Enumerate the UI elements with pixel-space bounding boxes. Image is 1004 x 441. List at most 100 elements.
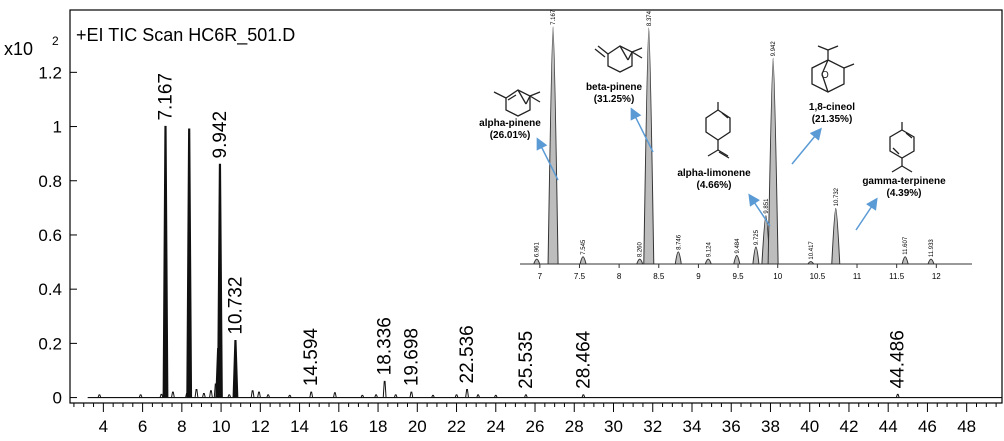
y-tick-label: 0.8 (38, 172, 62, 191)
alpha-pinene-structure-icon (493, 89, 541, 117)
annotation-arrows (536, 107, 878, 231)
trace-peak (194, 388, 199, 398)
inset-x-axis: 7 7.5 8 8.5 9 9.5 10 10.5 11 11.5 12 (538, 264, 941, 281)
inset-x-tick-label: 8 (617, 272, 622, 281)
inset-x-tick-label: 7 (538, 272, 543, 281)
x-tick-label: 48 (957, 417, 976, 436)
x-tick-label: 4 (99, 417, 108, 436)
trace-peak (382, 380, 387, 398)
inset-x-tick-label: 12 (932, 272, 941, 281)
inset-peak (806, 261, 815, 265)
trace-peak (138, 394, 143, 398)
trace-peak (374, 394, 378, 398)
x-tick-label: 36 (722, 417, 741, 436)
peak-labels: 7.167 9.942 10.732 14.594 18.336 19.698 22.536… (155, 73, 908, 389)
x-tick-label: 26 (526, 417, 545, 436)
x-axis: 4 6 8 10 12 14 16 18 20 22 24 26 28 30 32 34 36 38 40 42 44 4… (73, 403, 997, 436)
y-axis: 0 0.2 0.4 0.6 0.8 1 1.2 (38, 63, 77, 408)
inset-peak-label: 8.260 (638, 241, 644, 257)
trace-peak (159, 393, 164, 398)
beta-pinene-percent: (31.25%) (594, 94, 635, 105)
trace-peak (257, 391, 261, 398)
inset-peak-label: 11.607 (903, 236, 909, 255)
inset-peak (704, 258, 712, 265)
cineol-name: 1,8-cineol (809, 102, 855, 113)
x-tick-label: 12 (251, 417, 270, 436)
inset-trace (520, 26, 972, 265)
peak-label: 19.698 (401, 328, 422, 386)
inset-peak (831, 207, 841, 265)
trace-peak (309, 391, 314, 398)
x-tick-label: 20 (408, 417, 427, 436)
chart-title: +EI TIC Scan HC6R_501.D (76, 25, 295, 46)
cineol-arrow (791, 127, 822, 165)
y-tick-label: 1.2 (38, 63, 62, 82)
inset-peak-label: 6.961 (535, 241, 541, 257)
cineol-percent: (21.35%) (812, 114, 853, 125)
y-tick-label: 0.6 (38, 226, 62, 245)
inset-chart: 7 7.5 8 8.5 9 9.5 10 10.5 11 11.5 12 6.961 7.167 7.5… (470, 9, 1000, 292)
trace-peak (409, 391, 414, 398)
x-tick-label: 10 (212, 417, 231, 436)
inset-x-tick-label: 10 (773, 272, 782, 281)
gamma-terpinene-percent: (4.39%) (886, 188, 921, 199)
trace-peak (431, 394, 435, 398)
trace-peak (232, 339, 239, 398)
peak-label: 9.942 (210, 111, 231, 159)
trace-peak (332, 392, 337, 398)
inset-x-tick-label: 11 (853, 272, 862, 281)
y-tick-label: 1 (53, 118, 62, 137)
trace-peak (266, 394, 271, 398)
x-tick-label: 16 (329, 417, 348, 436)
inset-x-tick-label: 10.5 (810, 272, 826, 281)
trace-peak (454, 394, 459, 398)
x-tick-label: 8 (177, 417, 186, 436)
gamma-terpinene-name: gamma-terpinene (862, 176, 946, 187)
y-tick-label: 0.4 (38, 280, 62, 299)
trace-peak (287, 394, 292, 398)
inset-x-tick-label: 9.5 (733, 272, 745, 281)
plot-frame (69, 9, 1003, 404)
inset-x-tick-label: 9 (696, 272, 701, 281)
inset-peak-label: 7.545 (581, 239, 587, 255)
inset-peak (547, 26, 559, 265)
x-tick-label: 46 (918, 417, 937, 436)
inset-x-tick-label: 11.5 (889, 272, 905, 281)
beta-pinene-name: beta-pinene (586, 82, 643, 93)
trace-peak (186, 128, 193, 398)
main-trace (87, 125, 1002, 399)
inset-peak-label: 10.417 (809, 241, 815, 260)
x-tick-label: 40 (800, 417, 819, 436)
trace-peak (524, 394, 528, 398)
inset-peak (767, 57, 779, 265)
alpha-limonene-name: alpha-limonene (677, 168, 751, 179)
peak-label: 7.167 (155, 73, 176, 121)
x-tick-label: 38 (761, 417, 780, 436)
alpha-pinene-arrow (536, 137, 559, 181)
trace-peak (393, 394, 398, 398)
trace-peak (162, 125, 169, 398)
inset-peak-label: 10.732 (834, 187, 840, 206)
inset-peak (579, 256, 587, 265)
trace-peak (171, 391, 175, 398)
x-tick-label: 22 (447, 417, 466, 436)
y-multiplier: x10 (4, 39, 33, 59)
alpha-pinene-name: alpha-pinene (479, 118, 541, 129)
y-tick-label: 0.2 (38, 334, 62, 353)
inset-peak (901, 256, 909, 265)
inset-peak-label: 9.124 (706, 241, 712, 257)
x-tick-label: 32 (643, 417, 662, 436)
inset-x-tick-label: 7.5 (574, 272, 586, 281)
peak-label: 10.732 (225, 277, 246, 335)
x-tick-label: 30 (604, 417, 623, 436)
inset-peak-label: 11.933 (929, 239, 935, 258)
peak-label: 28.464 (573, 330, 594, 389)
inset-peak-labels: 6.961 7.167 7.545 8.260 8.374 8.746 9.124 9.484… (535, 9, 935, 259)
inset-peak-label: 9.942 (771, 41, 777, 57)
inset-peak (533, 258, 541, 265)
inset-peak-label: 8.374 (647, 10, 653, 26)
alpha-pinene-percent: (26.01%) (490, 130, 531, 141)
beta-pinene-structure-icon (594, 45, 643, 73)
inset-background (470, 16, 1000, 292)
